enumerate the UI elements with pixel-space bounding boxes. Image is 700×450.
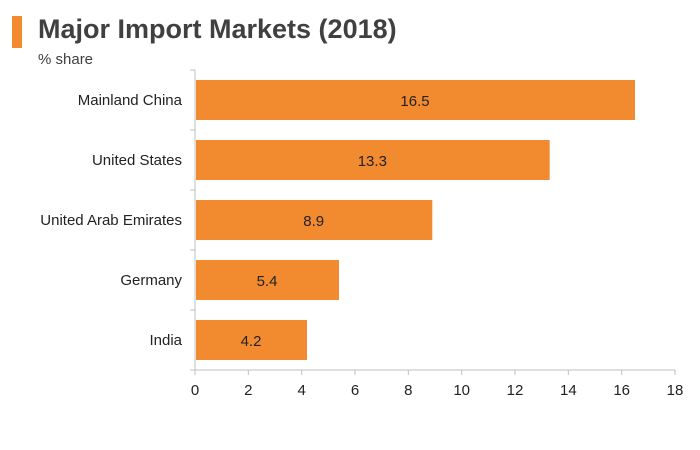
- x-tick-label: 16: [613, 382, 630, 399]
- bar-united-states: [196, 140, 550, 180]
- data-label: 5.4: [257, 273, 278, 290]
- title-accent-bar: [12, 16, 22, 48]
- x-tick-label: 10: [453, 382, 470, 399]
- data-label: 8.9: [303, 213, 324, 230]
- data-label: 4.2: [241, 333, 262, 350]
- category-label: India: [149, 332, 182, 349]
- bar-united-arab-emirates: [196, 200, 433, 240]
- x-tick-label: 2: [244, 382, 252, 399]
- bar-germany: [196, 260, 339, 300]
- data-label: 13.3: [358, 153, 387, 170]
- category-label: United Arab Emirates: [40, 212, 182, 229]
- x-tick-label: 12: [507, 382, 524, 399]
- x-tick-label: 0: [191, 382, 199, 399]
- category-label: Germany: [120, 272, 182, 289]
- x-tick-label: 14: [560, 382, 577, 399]
- category-label: Mainland China: [78, 92, 183, 109]
- chart-title: Major Import Markets (2018): [38, 14, 397, 44]
- bar-mainland-china: [196, 80, 635, 120]
- x-tick-label: 18: [667, 382, 684, 399]
- data-label: 16.5: [400, 93, 429, 110]
- x-tick-label: 8: [404, 382, 412, 399]
- category-label: United States: [92, 152, 182, 169]
- x-tick-label: 4: [297, 382, 305, 399]
- bar-india: [196, 320, 307, 360]
- x-tick-label: 6: [351, 382, 359, 399]
- chart-subtitle: % share: [38, 51, 94, 68]
